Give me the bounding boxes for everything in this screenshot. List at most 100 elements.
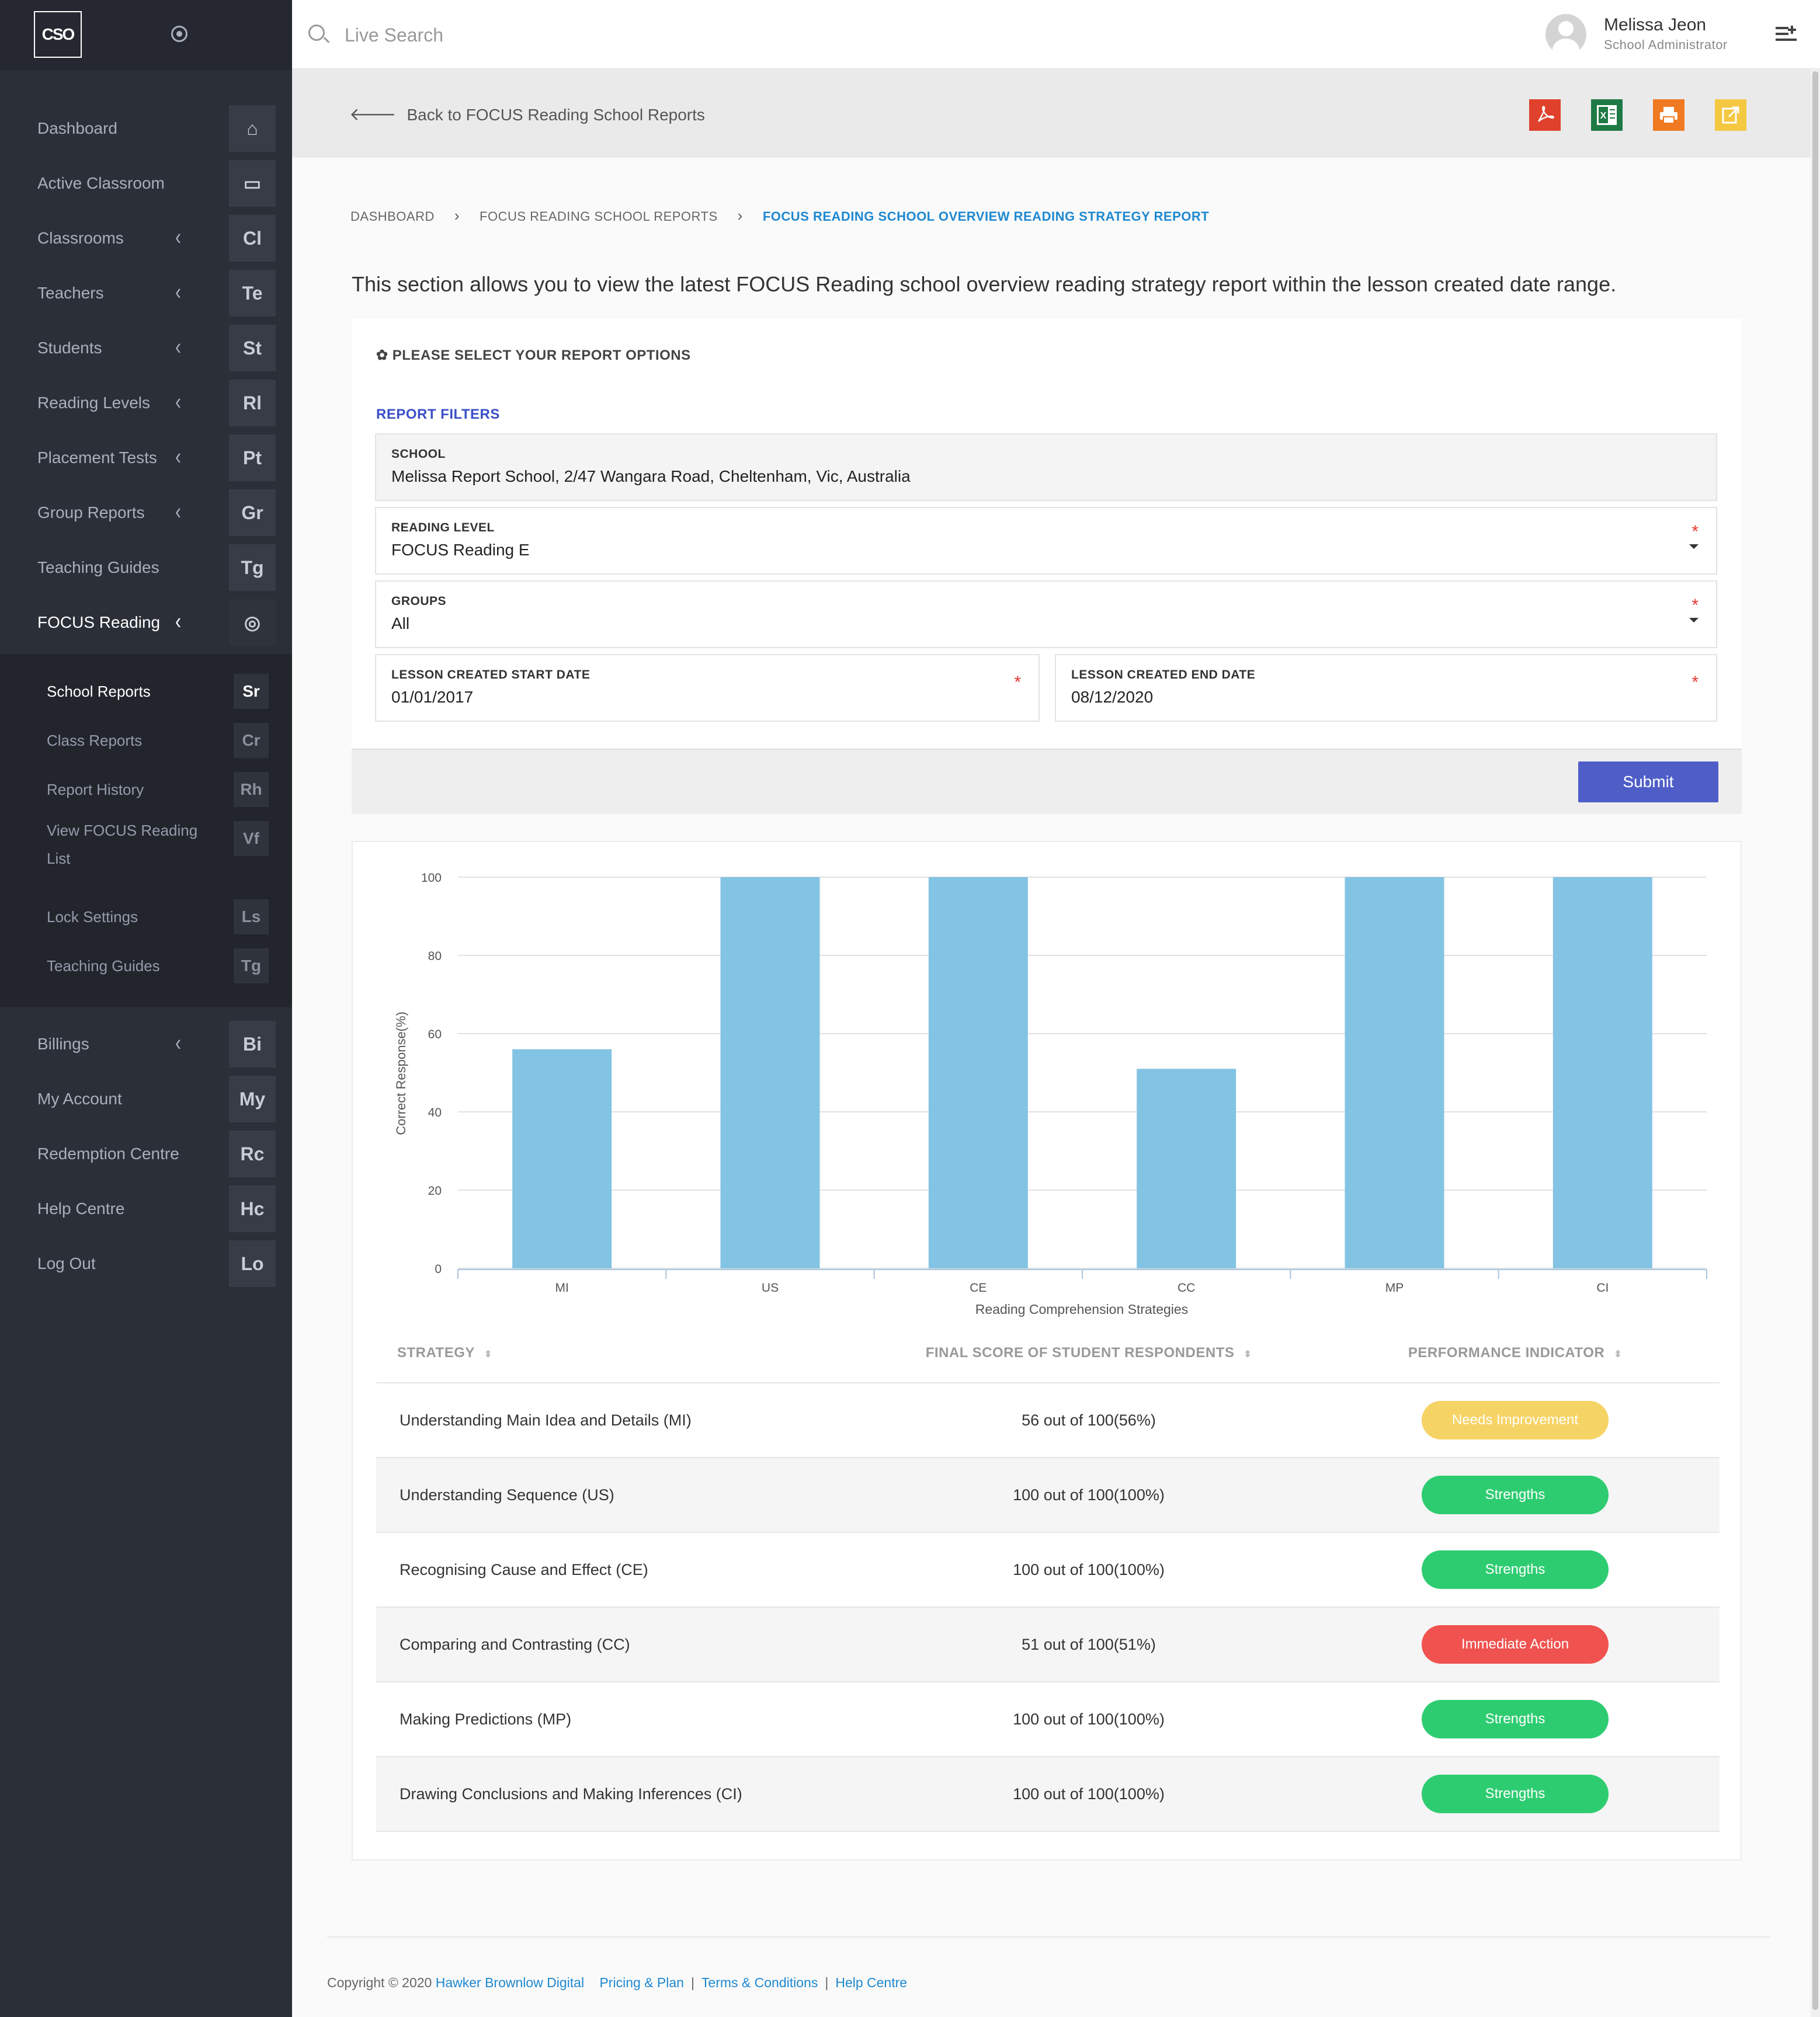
- submenu-item-school-reports[interactable]: School Reports Sr: [0, 672, 292, 718]
- sort-icon[interactable]: ⬍: [484, 1349, 492, 1359]
- breadcrumb-school-reports[interactable]: FOCUS READING SCHOOL REPORTS: [480, 209, 718, 224]
- sidebar-item-help-centre[interactable]: Help Centre Hc: [0, 1185, 292, 1232]
- sidebar-item-abbr: Gr: [229, 489, 276, 536]
- score-cell: 51 out of 100(51%): [867, 1607, 1311, 1682]
- user-role: School Administrator: [1604, 37, 1728, 52]
- sidebar-item-focus-reading[interactable]: FOCUS Reading ‹ ◎: [0, 599, 292, 646]
- live-search-input[interactable]: [345, 20, 870, 50]
- submit-bar: Submit: [352, 749, 1742, 814]
- th-strategy[interactable]: STRATEGY ⬍: [376, 1323, 867, 1383]
- print-icon[interactable]: [1653, 99, 1684, 131]
- th-performance[interactable]: PERFORMANCE INDICATOR ⬍: [1311, 1323, 1720, 1383]
- sidebar-item-label: Placement Tests: [37, 448, 157, 467]
- indicator-cell: Strengths: [1311, 1682, 1720, 1757]
- chevron-left-icon: ‹: [175, 224, 181, 250]
- bar-mi[interactable]: [512, 1049, 612, 1268]
- end-date-label: LESSON CREATED END DATE: [1071, 668, 1256, 681]
- footer-company-link[interactable]: Hawker Brownlow Digital: [435, 1975, 585, 1990]
- sidebar-item-group-reports[interactable]: Group Reports ‹ Gr: [0, 489, 292, 536]
- caret-down-icon: [1689, 544, 1699, 549]
- sidebar-pin-icon[interactable]: [171, 26, 187, 42]
- back-link[interactable]: 🡐 Back to FOCUS Reading School Reports: [349, 104, 705, 125]
- breadcrumb-dashboard[interactable]: DASHBOARD: [350, 209, 435, 224]
- footer-separator: |: [690, 1975, 694, 1990]
- strategy-cell: Drawing Conclusions and Making Inference…: [376, 1757, 867, 1832]
- sidebar-item-redemption-centre[interactable]: Redemption Centre Rc: [0, 1131, 292, 1177]
- report-options-panel: ✿ PLEASE SELECT YOUR REPORT OPTIONS REPO…: [352, 319, 1742, 814]
- reading-level-select[interactable]: READING LEVEL FOCUS Reading E *: [375, 507, 1717, 575]
- sidebar-item-label: Group Reports: [37, 503, 145, 521]
- chevron-right-icon: ›: [454, 207, 460, 224]
- pdf-export-icon[interactable]: [1529, 99, 1561, 131]
- indicator-cell: Needs Improvement: [1311, 1383, 1720, 1458]
- bar-mp[interactable]: [1345, 877, 1444, 1268]
- sort-icon[interactable]: ⬍: [1614, 1349, 1623, 1359]
- sidebar-item-my-account[interactable]: My Account My: [0, 1076, 292, 1122]
- sidebar-item-log-out[interactable]: Log Out Lo: [0, 1240, 292, 1287]
- table-row: Drawing Conclusions and Making Inference…: [376, 1757, 1720, 1832]
- share-icon[interactable]: [1715, 99, 1746, 131]
- sidebar-item-active-classroom[interactable]: Active Classroom ▭: [0, 160, 292, 207]
- sort-icon[interactable]: ⬍: [1244, 1349, 1252, 1359]
- groups-select[interactable]: GROUPS All *: [375, 580, 1717, 648]
- table-header-row: STRATEGY ⬍ FINAL SCORE OF STUDENT RESPOND…: [376, 1323, 1720, 1383]
- sidebar-item-abbr: Bi: [229, 1021, 276, 1067]
- submenu-item-class-reports[interactable]: Class Reports Cr: [0, 721, 292, 767]
- indicator-cell: Strengths: [1311, 1532, 1720, 1608]
- submenu-item-label: Lock Settings: [47, 908, 138, 926]
- strategy-cell: Understanding Main Idea and Details (MI): [376, 1383, 867, 1458]
- sidebar-item-abbr: Cl: [229, 215, 276, 262]
- user-name[interactable]: Melissa Jeon: [1604, 15, 1707, 34]
- submenu-item-label: Report History: [47, 781, 144, 798]
- footer-terms-link[interactable]: Terms & Conditions: [701, 1975, 818, 1990]
- excel-export-icon[interactable]: X: [1591, 99, 1623, 131]
- avatar[interactable]: [1545, 14, 1586, 55]
- submenu-item-view-focus-reading-list[interactable]: View FOCUS Reading List Vf: [0, 819, 292, 867]
- list-add-icon[interactable]: [1776, 26, 1797, 43]
- sidebar-item-label: Log Out: [37, 1254, 96, 1272]
- performance-badge: Needs Improvement: [1422, 1401, 1609, 1439]
- bar-ce[interactable]: [928, 877, 1028, 1268]
- score-cell: 100 out of 100(100%): [867, 1757, 1311, 1832]
- scrollbar-thumb[interactable]: [1812, 71, 1818, 2010]
- strategy-cell: Comparing and Contrasting (CC): [376, 1607, 867, 1682]
- th-final-score[interactable]: FINAL SCORE OF STUDENT RESPONDENTS ⬍: [867, 1323, 1311, 1383]
- school-field: SCHOOL Melissa Report School, 2/47 Wanga…: [375, 433, 1717, 501]
- sidebar-item-billings[interactable]: Billings ‹ Bi: [0, 1021, 292, 1067]
- score-cell: 56 out of 100(56%): [867, 1383, 1311, 1458]
- submenu-item-report-history[interactable]: Report History Rh: [0, 770, 292, 816]
- sidebar-item-reading-levels[interactable]: Reading Levels ‹ Rl: [0, 380, 292, 426]
- submenu-item-abbr: Tg: [234, 948, 269, 983]
- sidebar-item-teachers[interactable]: Teachers ‹ Te: [0, 270, 292, 317]
- bar-cc[interactable]: [1137, 1069, 1237, 1268]
- end-date-field[interactable]: LESSON CREATED END DATE 08/12/2020 *: [1055, 654, 1717, 722]
- bar-us[interactable]: [720, 877, 820, 1268]
- report-options-title: ✿ PLEASE SELECT YOUR REPORT OPTIONS: [376, 347, 691, 363]
- y-tick-label: 0: [435, 1263, 442, 1276]
- strategy-cell: Making Predictions (MP): [376, 1682, 867, 1757]
- sidebar-item-teaching-guides[interactable]: Teaching Guides Tg: [0, 544, 292, 591]
- sidebar-item-students[interactable]: Students ‹ St: [0, 325, 292, 371]
- action-bar: 🡐 Back to FOCUS Reading School Reports X: [292, 69, 1811, 158]
- sidebar-item-label: Reading Levels: [37, 394, 151, 412]
- submenu-item-teaching-guides[interactable]: Teaching Guides Tg: [0, 946, 292, 993]
- footer-help-link[interactable]: Help Centre: [835, 1975, 908, 1990]
- sidebar-item-dashboard[interactable]: Dashboard ⌂: [0, 105, 292, 152]
- sidebar: CSO Dashboard ⌂ Active Classroom ▭ Classroom…: [0, 0, 292, 2017]
- sidebar-item-placement-tests[interactable]: Placement Tests ‹ Pt: [0, 434, 292, 481]
- chevron-left-icon: ‹: [175, 334, 181, 360]
- footer-pricing-link[interactable]: Pricing & Plan: [599, 1975, 684, 1990]
- strategy-table: STRATEGY ⬍ FINAL SCORE OF STUDENT RESPOND…: [376, 1323, 1720, 1832]
- sidebar-item-abbr: ◎: [229, 599, 276, 646]
- page-scrollbar[interactable]: [1811, 69, 1820, 2017]
- reading-level-label: READING LEVEL: [391, 521, 495, 534]
- main-content: DASHBOARD › FOCUS READING SCHOOL REPORTS › F…: [292, 158, 1811, 2017]
- submit-button[interactable]: Submit: [1578, 761, 1718, 802]
- bar-ci[interactable]: [1552, 877, 1652, 1268]
- sidebar-item-label: Students: [37, 339, 102, 357]
- submenu-item-abbr: Rh: [234, 772, 269, 807]
- app-logo[interactable]: CSO: [34, 11, 82, 58]
- sidebar-item-classrooms[interactable]: Classrooms ‹ Cl: [0, 215, 292, 262]
- submenu-item-lock-settings[interactable]: Lock Settings Ls: [0, 897, 292, 944]
- start-date-field[interactable]: LESSON CREATED START DATE 01/01/2017 *: [375, 654, 1040, 722]
